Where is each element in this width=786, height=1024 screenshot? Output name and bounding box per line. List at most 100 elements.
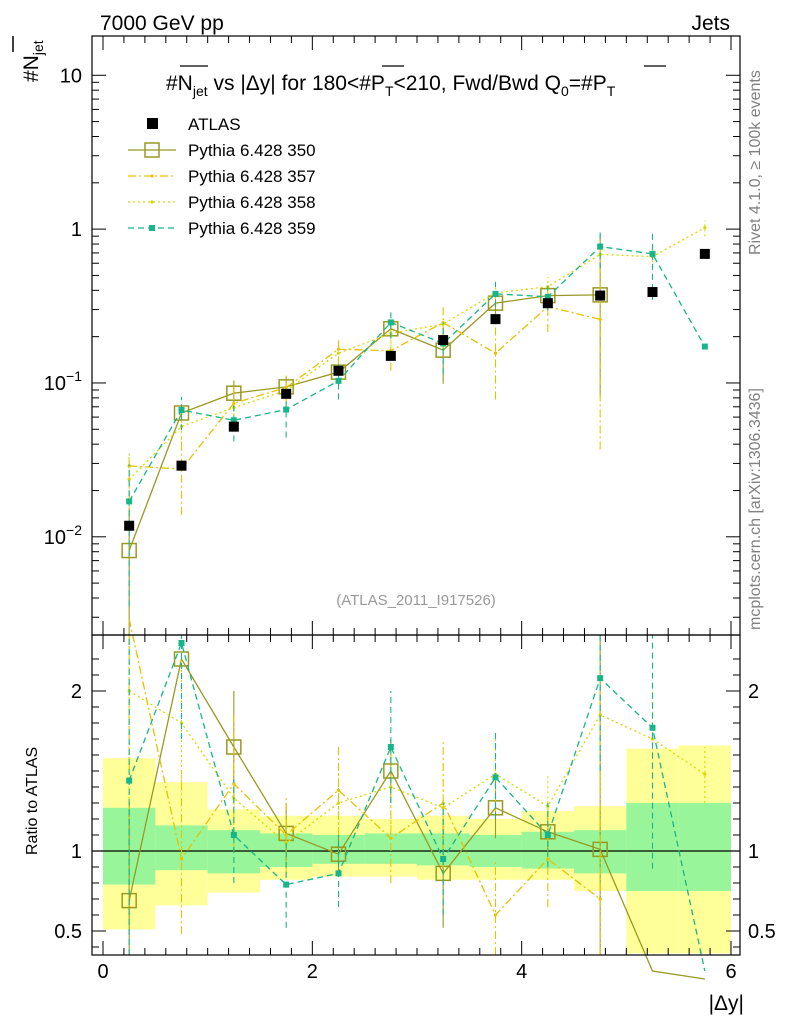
rivet-version-label: Rivet 4.1.0, ≥ 100k events [747, 70, 764, 255]
ratio-uncertainty-bands [103, 745, 731, 954]
y-tick-label-ratio: 0.5 [54, 921, 82, 943]
legend-entry: Pythia 6.428 359 [128, 219, 316, 238]
main-series-point [230, 417, 237, 424]
y-tick-label-ratio-right: 2 [748, 681, 759, 703]
ratio-series-point [336, 788, 341, 792]
main-series-1 [127, 249, 602, 515]
ratio-series-point [387, 744, 394, 750]
legend-swatch-marker [149, 225, 155, 231]
ratio-series-point [649, 724, 656, 731]
main-series-2 [127, 220, 707, 514]
ratio-series-point [336, 801, 341, 805]
data-point-atlas [228, 421, 239, 432]
x-tick-label: 2 [307, 961, 318, 983]
y-axis-label-ratio: Ratio to ATLAS [24, 747, 41, 855]
ratio-series-point [597, 675, 604, 682]
legend-swatch-atlas [147, 118, 158, 129]
chart-title: #Njet vs |Δy| for 180<#PT<210, Fwd/Bwd Q… [166, 72, 616, 99]
ratio-plot-frame [91, 634, 741, 956]
ratio-series-point [178, 640, 185, 646]
data-point-atlas [438, 335, 449, 346]
data-point-atlas [699, 248, 710, 259]
main-series-point [493, 351, 498, 355]
main-plot [121, 220, 710, 635]
main-series-point [387, 319, 394, 326]
ratio-series-point [283, 881, 290, 888]
ratio-series-point [598, 897, 602, 901]
ratio-series-line [128, 618, 601, 917]
svg-text:#Njet: #Njet [20, 40, 46, 82]
ratio-series-point [179, 857, 184, 861]
legend-swatch-marker [150, 174, 154, 178]
y-tick-label-main: 10−1 [44, 368, 82, 395]
data-point-atlas [281, 388, 292, 399]
data-point-atlas [490, 314, 501, 325]
ratio-series-point [703, 772, 707, 776]
main-series-point [127, 477, 131, 482]
main-series-point [544, 293, 551, 300]
x-tick-label: 6 [725, 961, 736, 983]
main-series-line [128, 227, 706, 480]
ratio-series-line [128, 640, 706, 972]
ratio-series-point [493, 913, 498, 917]
y-tick-label-ratio-right: 1 [748, 841, 759, 863]
main-series-point [284, 385, 288, 390]
main-series-0 [121, 234, 608, 635]
axes: 0 2 4 6 10 1 10−1 10−2 2 2 1 1 0.5 0.5 [44, 35, 776, 983]
y-tick-label-main: 10−2 [44, 522, 82, 549]
legend-label: ATLAS [188, 115, 241, 134]
legend-swatch-marker [150, 200, 154, 204]
ratio-series-point [230, 832, 237, 838]
main-series-point [703, 226, 707, 230]
legend-label: Pythia 6.428 359 [188, 219, 316, 238]
legend: ATLAS Pythia 6.428 350 Pythia 6.428 357 Pyt… [128, 115, 316, 238]
x-tick-label: 4 [516, 961, 527, 983]
ratio-series-line [128, 690, 706, 844]
ratio-series-3 [126, 635, 706, 972]
ratio-series-line [128, 657, 705, 980]
main-series-line [129, 305, 601, 470]
header-energy-label: 7000 GeV pp [100, 12, 224, 35]
legend-label: Pythia 6.428 350 [188, 141, 316, 160]
main-series-point [335, 377, 342, 384]
main-series-point [649, 250, 656, 257]
ratio-series-point [546, 857, 550, 861]
data-point-atlas [595, 290, 606, 301]
data-point-atlas [647, 287, 658, 298]
main-series-point [598, 317, 602, 321]
legend-entry: ATLAS [147, 115, 241, 134]
data-point-atlas [333, 365, 344, 376]
ratio-series-point [389, 836, 393, 840]
x-tick-label: 0 [97, 961, 108, 983]
ratio-series-point [650, 737, 655, 741]
analysis-tag: (ATLAS_2011_I917526) [336, 592, 496, 609]
ratio-series-point [335, 870, 342, 877]
ratio-series-point [441, 806, 445, 810]
main-series-point [232, 401, 236, 405]
main-series-point [178, 407, 185, 414]
ratio-plot [92, 618, 740, 980]
mcplots-reference-label: mcplots.cern.ch [arXiv:1306.3436] [747, 388, 764, 630]
main-series-point [126, 498, 133, 505]
main-series-line [128, 245, 706, 502]
data-point-atlas [385, 350, 396, 361]
x-axis-label: |Δy| [709, 992, 744, 1015]
ratio-series-point [544, 832, 551, 838]
main-series-point [336, 351, 341, 355]
data-point-atlas [124, 520, 135, 531]
data-series-atlas [124, 248, 710, 531]
band-stat-bin [678, 803, 731, 891]
ratio-series-point [440, 856, 447, 862]
y-tick-label-ratio: 2 [71, 681, 82, 703]
y-tick-label-ratio: 1 [71, 841, 82, 863]
data-point-atlas [542, 298, 553, 309]
ratio-series-1 [128, 618, 602, 955]
legend-swatch-marker [144, 142, 160, 158]
legend-entry: Pythia 6.428 350 [128, 141, 316, 160]
ratio-series-point [126, 777, 133, 784]
header-category-label: Jets [691, 12, 730, 35]
main-series-line [128, 294, 601, 551]
y-tick-label-ratio-right: 0.5 [748, 921, 776, 943]
main-series-point [283, 406, 290, 413]
